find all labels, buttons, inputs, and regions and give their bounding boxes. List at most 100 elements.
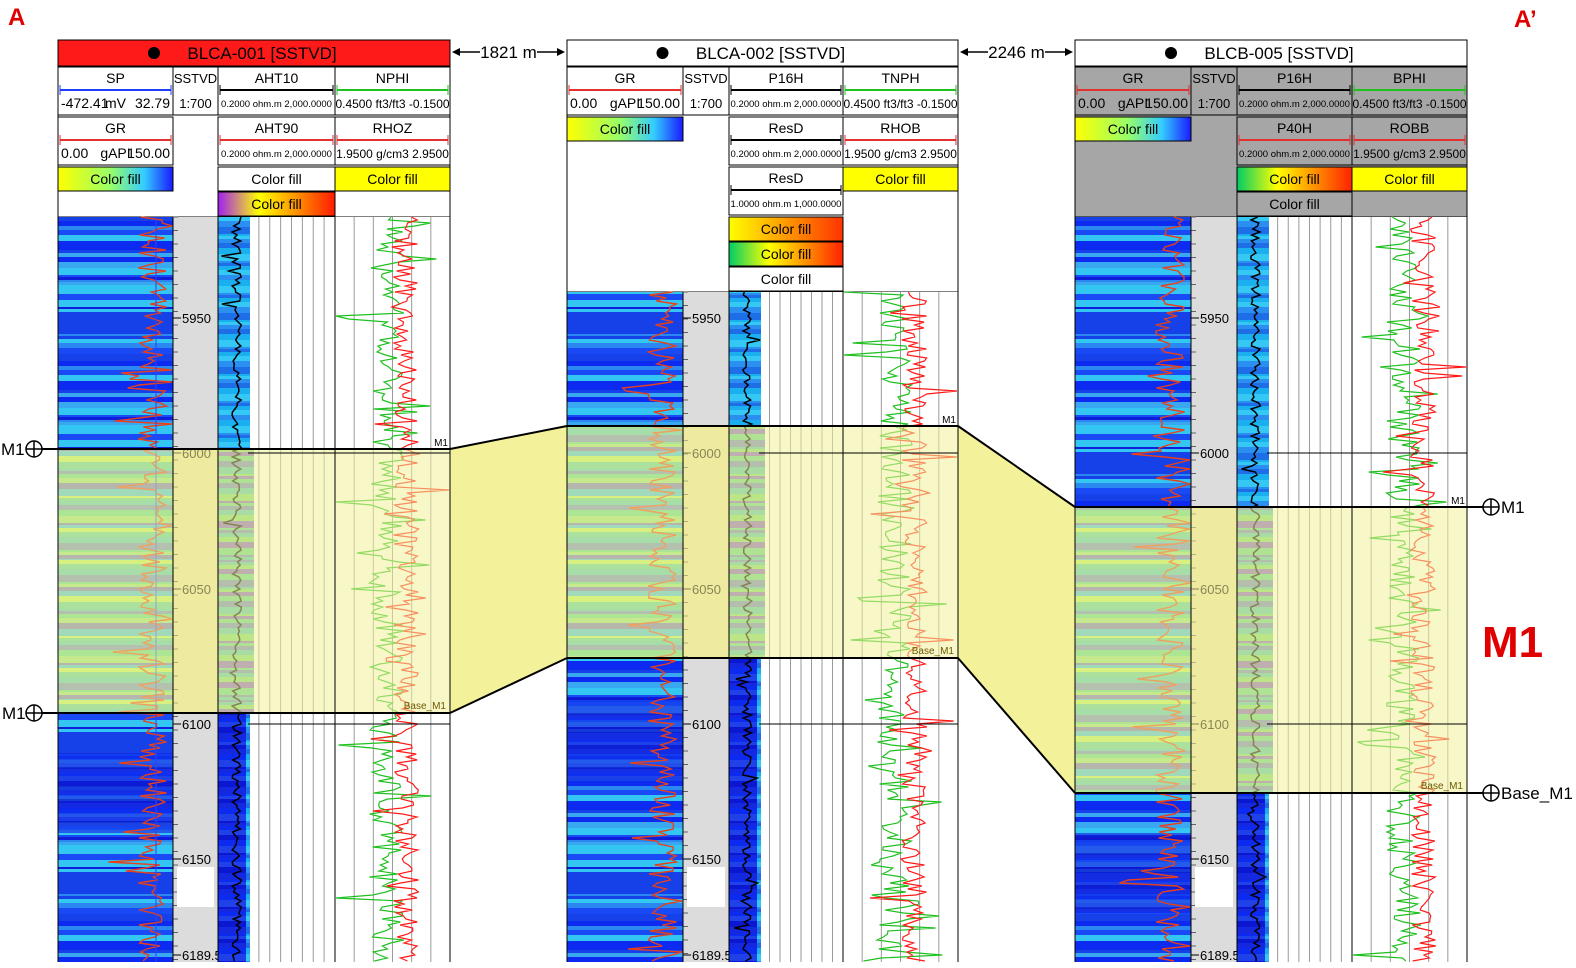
curve-name: SP [106, 70, 125, 86]
curve-name: P16H [1277, 70, 1312, 86]
scale-min: 0.00 [1078, 95, 1105, 111]
color-fill-swatch [1351, 166, 1468, 192]
top-m1-correlation-line [449, 425, 568, 450]
correlation-zone-2-3 [958, 426, 1075, 793]
depth-label: 6100 [692, 717, 721, 732]
depth-scale: 1:700 [1198, 96, 1231, 111]
curve-name: GR [105, 120, 126, 136]
depth-gap [177, 867, 214, 907]
scale-min: 0.00 [570, 95, 597, 111]
well-title-bar [1074, 39, 1468, 67]
scale-range: 1.0000 ohm.m 1,000.0000 [731, 199, 842, 210]
color-fill-swatch [728, 266, 844, 292]
top-m1-correlation-line [957, 425, 1076, 508]
color-fill-label: Color fill [600, 121, 651, 137]
color-fill-swatch [566, 116, 684, 142]
color-fill-label: Color fill [1384, 171, 1435, 187]
color-fill-swatch [217, 191, 336, 217]
marker-top-label: M1 [1451, 496, 1465, 507]
depth-label: 6150 [182, 852, 211, 867]
color-fill-swatch [728, 216, 844, 242]
curve-name: RHOB [880, 120, 920, 136]
scale-unit: gAPI [610, 95, 640, 111]
scale-range: 0.2000 ohm.m 2,000.0000 [731, 149, 842, 160]
curve-name: ResD [768, 170, 803, 186]
depth-header [1190, 66, 1238, 116]
depth-track-name: SSTVD [174, 71, 217, 86]
gr-deep-band [58, 753, 173, 833]
marker-base-label: Base_M1 [404, 701, 447, 712]
depth-label: 5950 [1200, 311, 1229, 326]
scale-max: 150.00 [127, 145, 170, 161]
color-fill-swatch [334, 166, 451, 192]
scale-range: 0.2000 ohm.m 2,000.0000 [1239, 149, 1350, 160]
well-spacing-1: 1821 m [480, 43, 537, 62]
scale-unit: gAPI [100, 145, 130, 161]
color-fill-label: Color fill [251, 196, 302, 212]
curve-name: GR [615, 70, 636, 86]
right-marker-top-label: M1 [1501, 498, 1525, 517]
zone-overlay [567, 426, 958, 658]
depth-track-name: SSTVD [1192, 71, 1235, 86]
depth-label: 6189.5 [182, 948, 222, 963]
color-fill-swatch [57, 166, 174, 192]
depth-label: 6150 [1200, 852, 1229, 867]
depth-gap [1195, 867, 1233, 907]
well-spacing-1-arrowhead-left [452, 48, 460, 56]
color-fill-swatch [728, 241, 844, 267]
curve-name: BPHI [1393, 70, 1426, 86]
section-end-label: A’ [1514, 6, 1537, 33]
well-title: BLCB-005 [SSTVD] [1204, 44, 1353, 63]
depth-label: 6189.5 [1200, 948, 1240, 963]
curve-name: P16H [768, 70, 803, 86]
well-spacing-1-arrowhead-right [557, 48, 565, 56]
depth-label: 6100 [182, 717, 211, 732]
zone-label: M1 [1482, 618, 1544, 667]
well-title: BLCA-002 [SSTVD] [696, 44, 845, 63]
scale-unit: gAPI [1118, 95, 1148, 111]
base-m1-correlation-line [449, 657, 568, 714]
depth-label: 6189.5 [692, 948, 732, 963]
depth-scale: 1:700 [179, 96, 212, 111]
scale-max: 150.00 [637, 95, 680, 111]
base-m1-correlation-line [957, 657, 1076, 794]
color-fill-label: Color fill [761, 246, 812, 262]
scale-range: 0.2000 ohm.m 2,000.0000 [731, 99, 842, 110]
curve-name: GR [1123, 70, 1144, 86]
depth-header [682, 66, 730, 116]
well-title-bar [566, 39, 959, 67]
scale-range: 0.2000 ohm.m 2,000.0000 [1239, 99, 1350, 110]
curve-name: ResD [768, 120, 803, 136]
scale-range: 1.9500 g/cm3 2.9500 [844, 147, 957, 161]
well-title-bar [57, 39, 451, 67]
res-deep-fill [729, 658, 757, 962]
well-spacing-2-arrowhead-right [1065, 48, 1073, 56]
marker-top-label: M1 [434, 438, 448, 449]
color-fill-label: Color fill [761, 271, 812, 287]
curve-name: RHOZ [373, 120, 413, 136]
curve-name: ROBB [1390, 120, 1430, 136]
scale-unit: mV [105, 95, 127, 111]
color-fill-swatch [1236, 166, 1353, 192]
scale-min: -472.41 [61, 95, 109, 111]
scale-min: 0.00 [61, 145, 88, 161]
depth-header [172, 66, 219, 116]
curve-name: AHT90 [255, 120, 299, 136]
zone-overlay [58, 449, 450, 713]
color-fill-label: Color fill [875, 171, 926, 187]
res-deep-fill [218, 713, 246, 962]
res-deep-fill [1237, 793, 1265, 962]
scale-range: 0.2000 ohm.m 2,000.0000 [221, 99, 332, 110]
curve-name: AHT10 [255, 70, 299, 86]
scale-range: 1.9500 g/cm3 2.9500 [336, 147, 449, 161]
well-spacing-2-arrowhead-left [960, 48, 968, 56]
correlation-zone-1-2 [450, 426, 567, 713]
gr-deep-band [1075, 833, 1191, 913]
depth-scale: 1:700 [690, 96, 723, 111]
color-fill-label: Color fill [90, 171, 141, 187]
curve-name: NPHI [376, 70, 409, 86]
gr-deep-band [567, 698, 683, 778]
